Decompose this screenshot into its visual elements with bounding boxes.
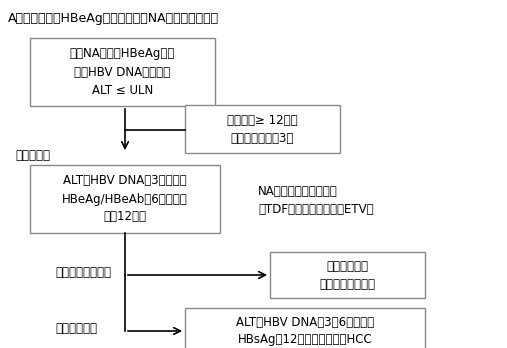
Text: 重新开始治疗
（见再治疗标准）: 重新开始治疗 （见再治疗标准） — [319, 260, 376, 291]
Text: 维持持续应答: 维持持续应答 — [55, 322, 97, 334]
Bar — [185, 105, 340, 153]
Text: A．无肝硬化的HBeAg阳性患者停用NA后建议随访方案: A．无肝硬化的HBeAg阳性患者停用NA后建议随访方案 — [8, 12, 219, 25]
Bar — [30, 165, 220, 233]
Text: 长期NA治疗，HBeAg阴性
血清HBV DNA检测不到
ALT ≤ ULN: 长期NA治疗，HBeAg阴性 血清HBV DNA检测不到 ALT ≤ ULN — [70, 47, 175, 96]
Bar — [270, 252, 425, 298]
Text: 巩固治疗≥ 12个月
总治疗时间至少3年: 巩固治疗≥ 12个月 总治疗时间至少3年 — [227, 113, 298, 144]
Text: 停药后随访: 停药后随访 — [15, 149, 50, 162]
Text: 有临床意义的复发: 有临床意义的复发 — [55, 266, 111, 278]
Text: NA种类可影响随访间隔
（TDF停药复发可能早于ETV）: NA种类可影响随访间隔 （TDF停药复发可能早于ETV） — [258, 185, 374, 216]
Bar — [185, 308, 425, 348]
Text: ALT和HBV DNA每3～6个月复查
HBsAg每12个月复查，监测HCC: ALT和HBV DNA每3～6个月复查 HBsAg每12个月复查，监测HCC — [236, 316, 374, 347]
Bar — [30, 38, 215, 106]
Text: ALT和HBV DNA每3个月复查
HBeAg/HBeAb每6个月复查
直至12个月: ALT和HBV DNA每3个月复查 HBeAg/HBeAb每6个月复查 直至12… — [62, 174, 188, 223]
